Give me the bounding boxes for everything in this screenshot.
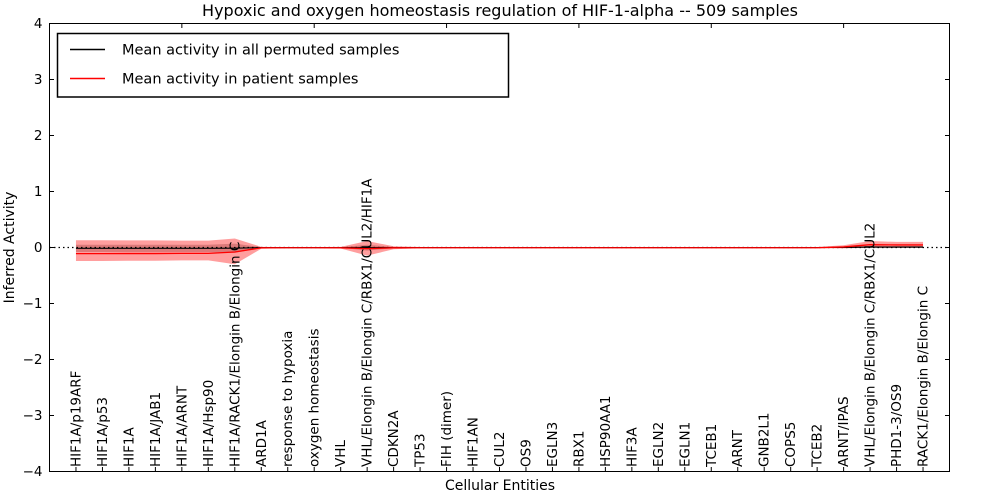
x-tick-label: HSP90AA1: [598, 396, 614, 467]
x-tick-label: HIF1A/RACK1/Elongin B/Elongin C: [227, 242, 243, 467]
y-tick-label: 4: [34, 16, 43, 32]
x-tick-label: OS9: [518, 439, 534, 467]
legend-label-patient: Mean activity in patient samples: [122, 72, 358, 88]
x-tick-label: EGLN2: [651, 422, 667, 467]
x-tick-label: HIF1AN: [466, 417, 482, 467]
x-tick-label: HIF1A/p53: [95, 397, 111, 467]
x-tick-label: ARD1A: [254, 419, 270, 467]
x-tick-label: TCEB2: [810, 424, 826, 468]
x-tick-label: VHL/Elongin B/Elongin C/RBX1/CUL2: [863, 223, 879, 467]
series-lines: [75, 244, 924, 255]
y-tick-label: 3: [34, 72, 43, 88]
patient-mean-line: [75, 244, 924, 255]
axis-ticks: [49, 23, 950, 472]
x-tick-label: COPS5: [783, 422, 799, 467]
x-tick-label: VHL/Elongin B/Elongin C/RBX1/CUL2/HIF1A: [360, 178, 376, 467]
x-tick-label: HIF1A/ARNT: [174, 385, 190, 467]
x-tick-label: HIF1A/JAB1: [148, 392, 164, 467]
legend-label-permuted: Mean activity in all permuted samples: [122, 43, 399, 59]
y-tick-label: 1: [34, 184, 43, 200]
y-tick-label: −4: [23, 464, 43, 480]
axis-tick-labels: 4 3 2 1 0 −1 −2 −3 −4 HIF1A/p19ARF HIF1A/p53 HIF1A H…: [23, 16, 932, 480]
x-tick-label: HIF3A: [624, 427, 640, 467]
x-tick-label: GNB2L1: [757, 412, 773, 467]
x-axis-label: Cellular Entities: [445, 478, 555, 494]
x-tick-label: EGLN1: [677, 422, 693, 467]
x-tick-label: CDKN2A: [386, 410, 402, 467]
chart-title: Hypoxic and oxygen homeostasis regulatio…: [202, 1, 798, 20]
x-tick-label: HIF1A/Hsp90: [201, 380, 217, 467]
patient-confidence-band: [75, 238, 924, 265]
x-tick-label: RACK1/Elongin B/Elongin C: [916, 286, 932, 467]
x-tick-label: ARNT/IPAS: [836, 396, 852, 467]
x-tick-label: FIH (dimer): [439, 391, 455, 467]
x-tick-label: EGLN3: [545, 422, 561, 467]
y-tick-label: −1: [23, 296, 43, 312]
y-tick-label: −2: [23, 352, 43, 368]
x-tick-label: HIF1A: [121, 427, 137, 467]
legend: Mean activity in all permuted samples Me…: [56, 32, 510, 98]
y-tick-label: −3: [23, 408, 43, 424]
x-tick-label: ARNT: [730, 429, 746, 467]
x-tick-label: oxygen homeostasis: [307, 329, 323, 468]
x-tick-label: VHL: [333, 440, 349, 467]
y-tick-label: 2: [34, 128, 43, 144]
x-tick-label: PHD1-3/OS9: [889, 384, 905, 467]
y-axis-label: Inferred Activity: [2, 192, 18, 304]
x-tick-label: RBX1: [571, 431, 587, 467]
y-tick-label: 0: [34, 240, 43, 256]
x-tick-label: TP53: [413, 433, 429, 468]
x-tick-label: CUL2: [492, 432, 508, 467]
confidence-bands: [75, 238, 924, 265]
legend-box: [56, 32, 510, 98]
x-tick-label: response to hypoxia: [280, 331, 296, 467]
x-tick-label: HIF1A/p19ARF: [68, 371, 84, 467]
x-tick-label: TCEB1: [704, 424, 720, 468]
